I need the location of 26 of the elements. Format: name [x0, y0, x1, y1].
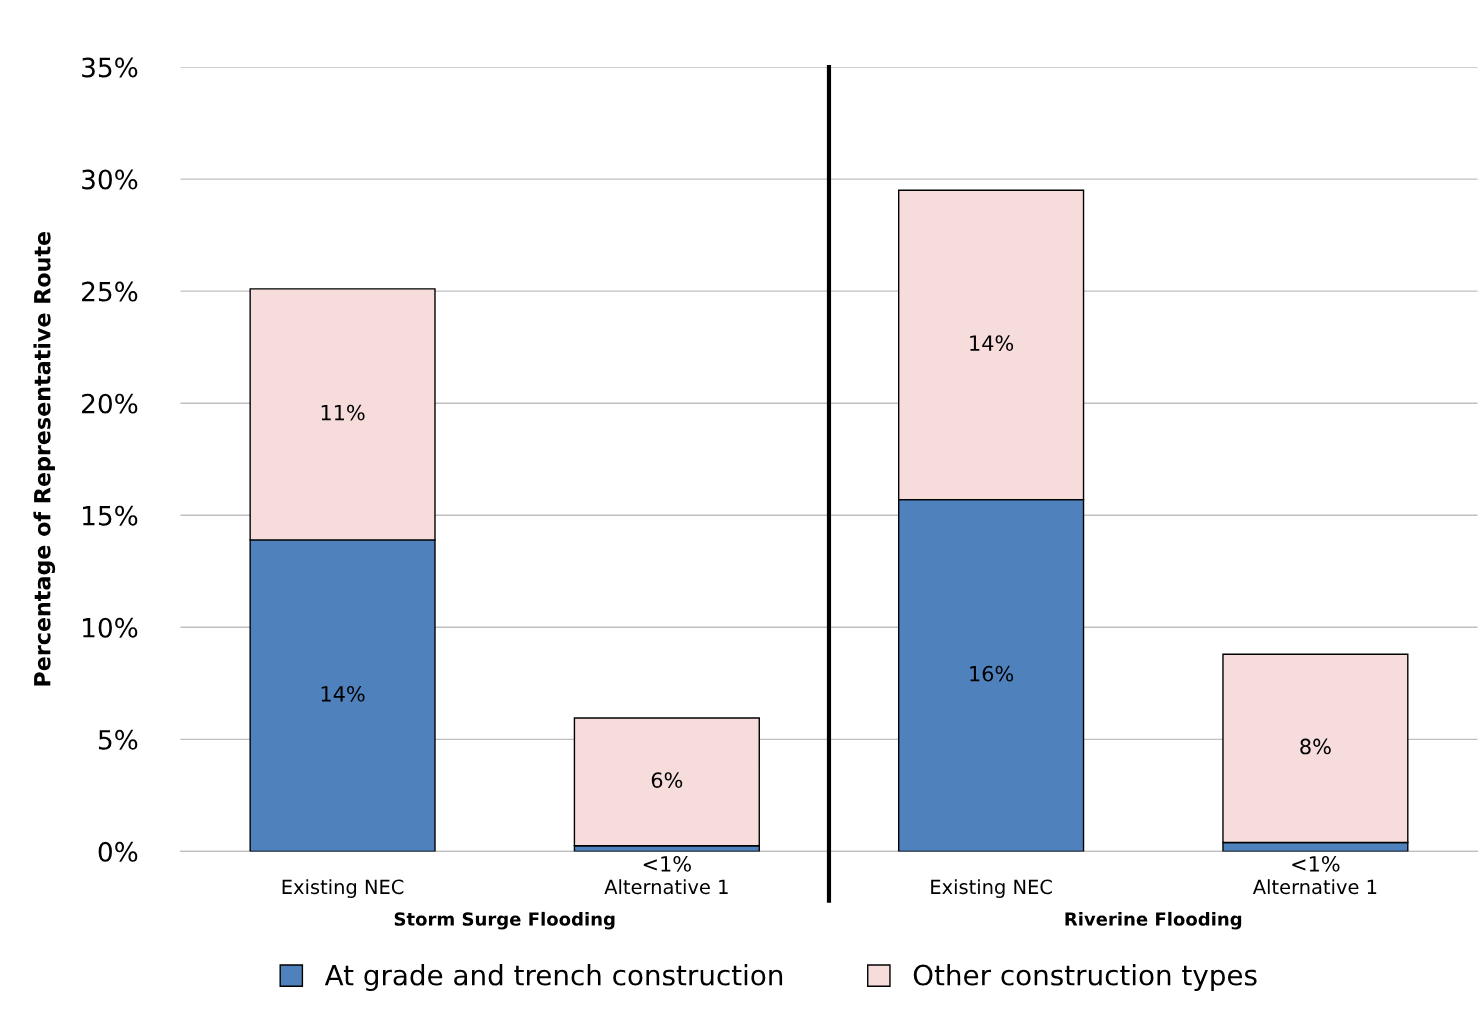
data-label: 14% — [321, 685, 365, 702]
x-tick-label: Existing NEC — [931, 879, 1052, 898]
y-tick-label: 35% — [82, 57, 138, 78]
y-axis-title: Percentage of Representative Route — [33, 231, 56, 686]
bar — [573, 717, 760, 847]
data-label: <1% — [1292, 855, 1340, 872]
y-tick-label: 15% — [83, 505, 138, 526]
data-label: 6% — [651, 772, 683, 788]
legend-label: At grade and trench construction — [324, 964, 783, 991]
data-label: 14% — [970, 335, 1014, 351]
x-tick-label: Alternative 1 — [1252, 879, 1377, 895]
data-label: 16% — [970, 665, 1014, 682]
y-tick-label: 10% — [83, 617, 138, 638]
x-axis-title: Storm Surge Flooding — [394, 911, 615, 930]
x-tick-label: Alternative 1 — [604, 879, 728, 895]
x-tick-label: Existing NEC — [282, 879, 404, 898]
x-axis-title: Riverine Flooding — [1065, 911, 1242, 930]
data-label: 8% — [1300, 738, 1331, 755]
y-tick-label: 25% — [82, 281, 138, 302]
y-tick-label: 30% — [82, 169, 138, 190]
y-tick-label: 20% — [82, 393, 138, 414]
data-label: <1% — [643, 855, 691, 872]
y-tick-label: 5% — [98, 729, 138, 750]
y-tick-label: 0% — [98, 841, 138, 862]
legend-label: Other construction types — [913, 964, 1257, 991]
data-label: 11% — [321, 404, 365, 421]
